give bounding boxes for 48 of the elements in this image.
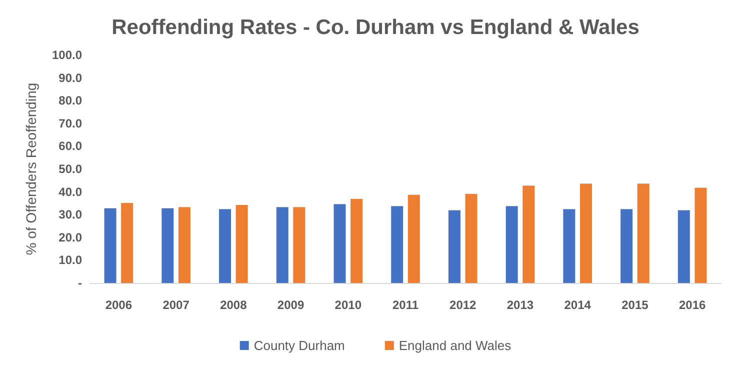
bar <box>162 208 174 283</box>
bar <box>563 209 576 283</box>
bar <box>522 186 535 283</box>
x-tick-label: 2013 <box>506 298 534 312</box>
bar <box>637 184 650 283</box>
x-tick-label: 2009 <box>277 298 304 312</box>
y-tick-label: 80.0 <box>58 94 82 108</box>
y-tick-label: 10.0 <box>58 253 82 268</box>
x-tick-label: 2006 <box>105 298 132 312</box>
y-tick-label: 90.0 <box>58 70 82 85</box>
bar <box>178 207 190 283</box>
bar <box>580 184 592 283</box>
chart-title: Reoffending Rates - Co. Durham vs England & Wales <box>112 16 640 39</box>
y-tick-label: 70.0 <box>58 116 82 130</box>
bar <box>694 188 707 283</box>
x-tick-label: 2014 <box>564 298 592 312</box>
y-axis-title: % of Offenders Reoffending <box>23 82 39 256</box>
y-tick-label: 100.0 <box>52 48 82 62</box>
y-tick-label: 50.0 <box>58 162 82 176</box>
x-tick-label: 2011 <box>392 298 419 312</box>
bar <box>121 202 134 283</box>
bar <box>293 207 306 283</box>
bar <box>620 209 633 283</box>
bar <box>465 194 478 283</box>
x-tick-label: 2010 <box>334 298 362 312</box>
y-tick-label: 40.0 <box>58 184 82 199</box>
x-tick-label: 2015 <box>622 298 649 312</box>
legend-label: County Durham <box>254 338 345 353</box>
y-tick-label: 20.0 <box>58 230 82 244</box>
x-tick-label: 2008 <box>220 298 248 312</box>
bar <box>408 194 420 283</box>
bar <box>448 210 460 283</box>
bar <box>104 208 116 283</box>
bar <box>276 207 288 283</box>
bar <box>678 210 690 283</box>
x-tick-label: 2007 <box>162 298 190 312</box>
bar <box>391 206 404 283</box>
y-tick-label: - <box>78 276 82 290</box>
x-tick-label: 2012 <box>450 298 477 312</box>
bar <box>350 198 363 283</box>
legend-label: England and Wales <box>398 338 512 353</box>
bar <box>506 206 518 283</box>
bar <box>219 209 232 283</box>
bar <box>334 204 346 283</box>
y-tick-label: 30.0 <box>58 208 82 222</box>
y-tick-label: 60.0 <box>58 139 82 154</box>
bar <box>236 205 248 283</box>
x-tick-label: 2016 <box>678 298 706 312</box>
